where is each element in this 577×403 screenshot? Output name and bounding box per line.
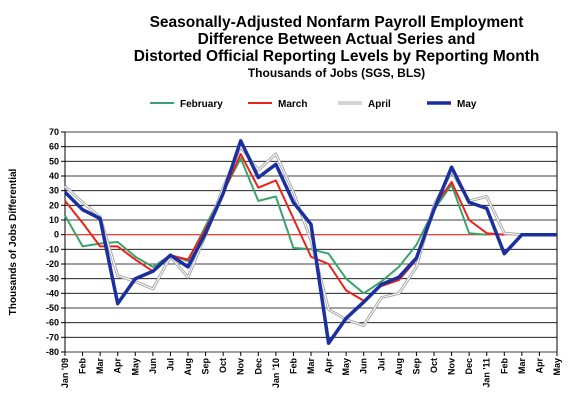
x-tick-label: Aug <box>183 358 193 376</box>
legend-item-march: March <box>248 99 307 110</box>
x-tick-label: Jan '11 <box>482 358 492 388</box>
y-tick-label: -70 <box>46 332 59 342</box>
y-tick-label: 40 <box>49 171 59 181</box>
x-tick-label: Jan '09 <box>60 358 70 388</box>
y-tick-label: -60 <box>46 318 59 328</box>
x-tick-label: Mar <box>95 358 105 375</box>
y-tick-label: -50 <box>46 303 59 313</box>
x-tick-label: Dec <box>253 358 263 375</box>
chart-title-line-1: Seasonally-Adjusted Nonfarm Payroll Empl… <box>149 14 524 31</box>
legend: February March April May <box>150 99 477 110</box>
x-tick-label: May <box>341 358 351 376</box>
x-tick-label: Jul <box>165 358 175 371</box>
legend-label-february: February <box>180 99 223 110</box>
y-axis-ticks: -80 -70 -60 -50 -40 -30 -20 -10 0 10 20 30 40 50 60 70 <box>46 127 65 357</box>
x-tick-label: Nov <box>447 358 457 375</box>
x-tick-label: Nov <box>236 358 246 375</box>
x-tick-label: Feb <box>499 358 509 375</box>
x-axis-ticks: Jan '09 Feb Mar Apr May Jun Jul Aug Sep Oct Nov Dec… <box>60 352 562 388</box>
x-tick-label: Jul <box>376 358 386 371</box>
y-tick-label: -80 <box>46 347 59 357</box>
x-tick-label: Mar <box>306 358 316 375</box>
x-tick-label: Apr <box>324 358 334 374</box>
legend-item-february: February <box>150 99 223 110</box>
grid-lines <box>64 131 558 353</box>
series-line-february <box>64 157 487 295</box>
y-tick-label: -10 <box>46 244 59 254</box>
series-lines <box>63 139 557 345</box>
x-tick-label: Dec <box>464 358 474 375</box>
y-axis-title: Thousands of Jobs Differential <box>8 168 19 315</box>
legend-item-april: April <box>338 99 391 110</box>
x-tick-label: Apr <box>113 358 123 374</box>
x-tick-label: May <box>552 358 562 376</box>
y-tick-label: 10 <box>49 215 59 225</box>
x-tick-label: Oct <box>429 358 439 373</box>
y-tick-label: 0 <box>54 230 59 240</box>
x-tick-label: Feb <box>78 358 88 375</box>
series-line-may <box>63 139 557 345</box>
y-tick-label: 50 <box>49 156 59 166</box>
legend-label-april: April <box>368 99 391 110</box>
chart-title-line-2: Difference Between Actual Series and <box>197 31 476 48</box>
y-tick-label: 30 <box>49 186 59 196</box>
chart-title-block: Seasonally-Adjusted Nonfarm Payroll Empl… <box>0 14 577 80</box>
y-tick-label: 20 <box>49 200 59 210</box>
y-tick-label: 70 <box>49 127 59 137</box>
x-tick-label: Feb <box>288 358 298 375</box>
y-tick-label: -30 <box>46 274 59 284</box>
legend-label-march: March <box>278 99 307 110</box>
chart-title-line-3: Distorted Official Reporting Levels by R… <box>133 48 540 65</box>
x-tick-label: Mar <box>517 358 527 375</box>
x-tick-label: Sep <box>411 358 421 375</box>
x-tick-label: Apr <box>534 358 544 374</box>
x-tick-label: Jun <box>148 358 158 374</box>
x-tick-label: Jun <box>359 358 369 374</box>
legend-label-may: May <box>457 99 477 110</box>
x-tick-label: Aug <box>394 358 404 376</box>
x-tick-label: May <box>130 358 140 376</box>
chart-subtitle: Thousands of Jobs (SGS, BLS) <box>247 66 426 80</box>
y-tick-label: 60 <box>49 142 59 152</box>
x-tick-label: Oct <box>218 358 228 373</box>
x-tick-label: Sep <box>201 358 211 375</box>
y-tick-label: -20 <box>46 259 59 269</box>
y-tick-label: -40 <box>46 288 59 298</box>
legend-item-may: May <box>427 99 477 110</box>
x-tick-label: Jan '10 <box>271 358 281 388</box>
